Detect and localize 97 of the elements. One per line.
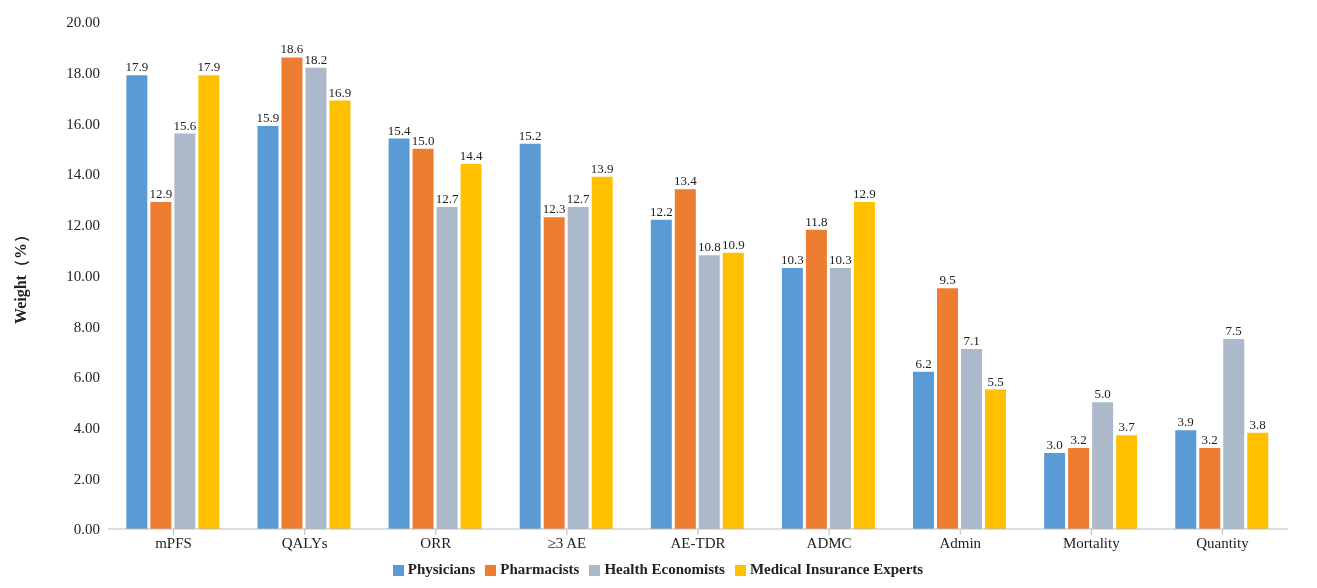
- y-axis-title: Weight（%）: [11, 227, 30, 324]
- bar: [650, 219, 672, 529]
- data-label: 17.9: [197, 59, 221, 75]
- y-tick-label: 2.00: [73, 470, 100, 487]
- bar: [436, 207, 458, 529]
- bar: [257, 125, 279, 529]
- bar: [829, 267, 851, 529]
- x-tick-label: AE-TDR: [670, 534, 726, 551]
- y-tick-label: 12.00: [66, 217, 100, 234]
- bar: [985, 389, 1007, 529]
- data-label: 3.8: [1249, 416, 1266, 432]
- bar: [460, 163, 482, 529]
- y-tick-label: 14.00: [66, 166, 100, 183]
- data-label: 15.0: [411, 132, 435, 148]
- y-tick-label: 20.00: [66, 14, 100, 31]
- legend-label: Medical Insurance Experts: [749, 561, 924, 577]
- bar: [305, 67, 327, 529]
- bar: [674, 189, 696, 529]
- data-label: 13.4: [673, 173, 698, 189]
- data-label: 10.3: [829, 251, 852, 267]
- bar: [1247, 432, 1269, 529]
- bar: [174, 133, 196, 529]
- data-label: 9.5: [939, 272, 956, 288]
- data-label: 18.6: [280, 41, 304, 57]
- y-tick-label: 4.00: [73, 419, 100, 436]
- data-label: 12.7: [566, 191, 591, 207]
- data-label: 15.2: [518, 127, 542, 143]
- bar: [412, 148, 434, 529]
- data-label: 3.7: [1118, 419, 1136, 435]
- data-label: 13.9: [590, 160, 614, 176]
- data-label: 7.5: [1225, 322, 1242, 338]
- bar: [519, 143, 541, 529]
- data-label: 14.4: [459, 147, 483, 163]
- bar: [198, 75, 220, 529]
- bar: [1116, 435, 1138, 529]
- data-label: 12.7: [435, 191, 459, 207]
- data-label: 3.2: [1070, 431, 1087, 447]
- y-tick-label: 0.00: [73, 521, 100, 538]
- data-label: 3.0: [1046, 436, 1063, 452]
- x-tick-label: Admin: [939, 534, 982, 551]
- bar: [1199, 447, 1221, 529]
- y-tick-label: 6.00: [73, 369, 100, 386]
- y-tick-label: 18.00: [66, 65, 100, 82]
- bar: [781, 267, 803, 529]
- x-tick-label: ORR: [420, 534, 452, 551]
- data-label: 7.1: [963, 333, 980, 349]
- x-tick-label: QALYs: [281, 534, 328, 551]
- data-label: 10.3: [781, 251, 804, 267]
- data-label: 15.9: [256, 109, 280, 125]
- bar: [1068, 447, 1090, 529]
- data-label: 3.2: [1201, 431, 1218, 447]
- legend-label: Pharmacists: [500, 561, 580, 577]
- legend-label: Physicians: [407, 561, 476, 577]
- data-label: 15.4: [387, 122, 411, 138]
- data-label: 16.9: [328, 84, 352, 100]
- data-label: 17.9: [125, 59, 149, 75]
- data-label: 12.9: [853, 185, 876, 201]
- bar: [329, 100, 351, 529]
- data-label: 3.9: [1177, 414, 1194, 430]
- x-tick-label: Quantity: [1196, 534, 1250, 551]
- bar: [1175, 430, 1197, 529]
- bar: [722, 252, 744, 529]
- bar: [913, 371, 935, 529]
- bar: [543, 217, 565, 529]
- legend-label: Health Economists: [604, 561, 725, 577]
- y-tick-label: 16.00: [66, 115, 100, 132]
- y-tick-label: 10.00: [66, 267, 100, 284]
- bar: [126, 75, 148, 529]
- bar: [853, 201, 875, 529]
- data-label: 11.8: [805, 213, 828, 229]
- x-tick-label: mPFS: [155, 534, 192, 551]
- data-label: 6.2: [915, 355, 932, 371]
- data-label: 10.8: [697, 239, 721, 255]
- data-label: 10.9: [721, 236, 745, 252]
- bar: [281, 57, 303, 529]
- bar: [1223, 338, 1245, 529]
- bar: [388, 138, 410, 529]
- bar: [937, 288, 959, 529]
- data-label: 5.0: [1094, 386, 1111, 402]
- x-tick-label: Mortality: [1063, 534, 1121, 551]
- bar: [961, 349, 983, 529]
- data-label: 12.3: [542, 201, 566, 217]
- y-tick-label: 8.00: [73, 318, 100, 335]
- bar: [805, 229, 827, 529]
- data-label: 12.2: [649, 203, 673, 219]
- data-label: 5.5: [987, 373, 1004, 389]
- bar: [1044, 452, 1066, 529]
- bar: [150, 201, 172, 529]
- bar: [1092, 402, 1114, 529]
- data-label: 18.2: [304, 51, 328, 67]
- bar: [698, 255, 720, 529]
- bar: [591, 176, 613, 529]
- bar: [567, 207, 589, 529]
- data-label: 12.9: [149, 185, 173, 201]
- data-label: 15.6: [173, 117, 197, 133]
- x-tick-label: ≥3 AE: [547, 534, 587, 551]
- x-tick-label: ADMC: [806, 534, 852, 551]
